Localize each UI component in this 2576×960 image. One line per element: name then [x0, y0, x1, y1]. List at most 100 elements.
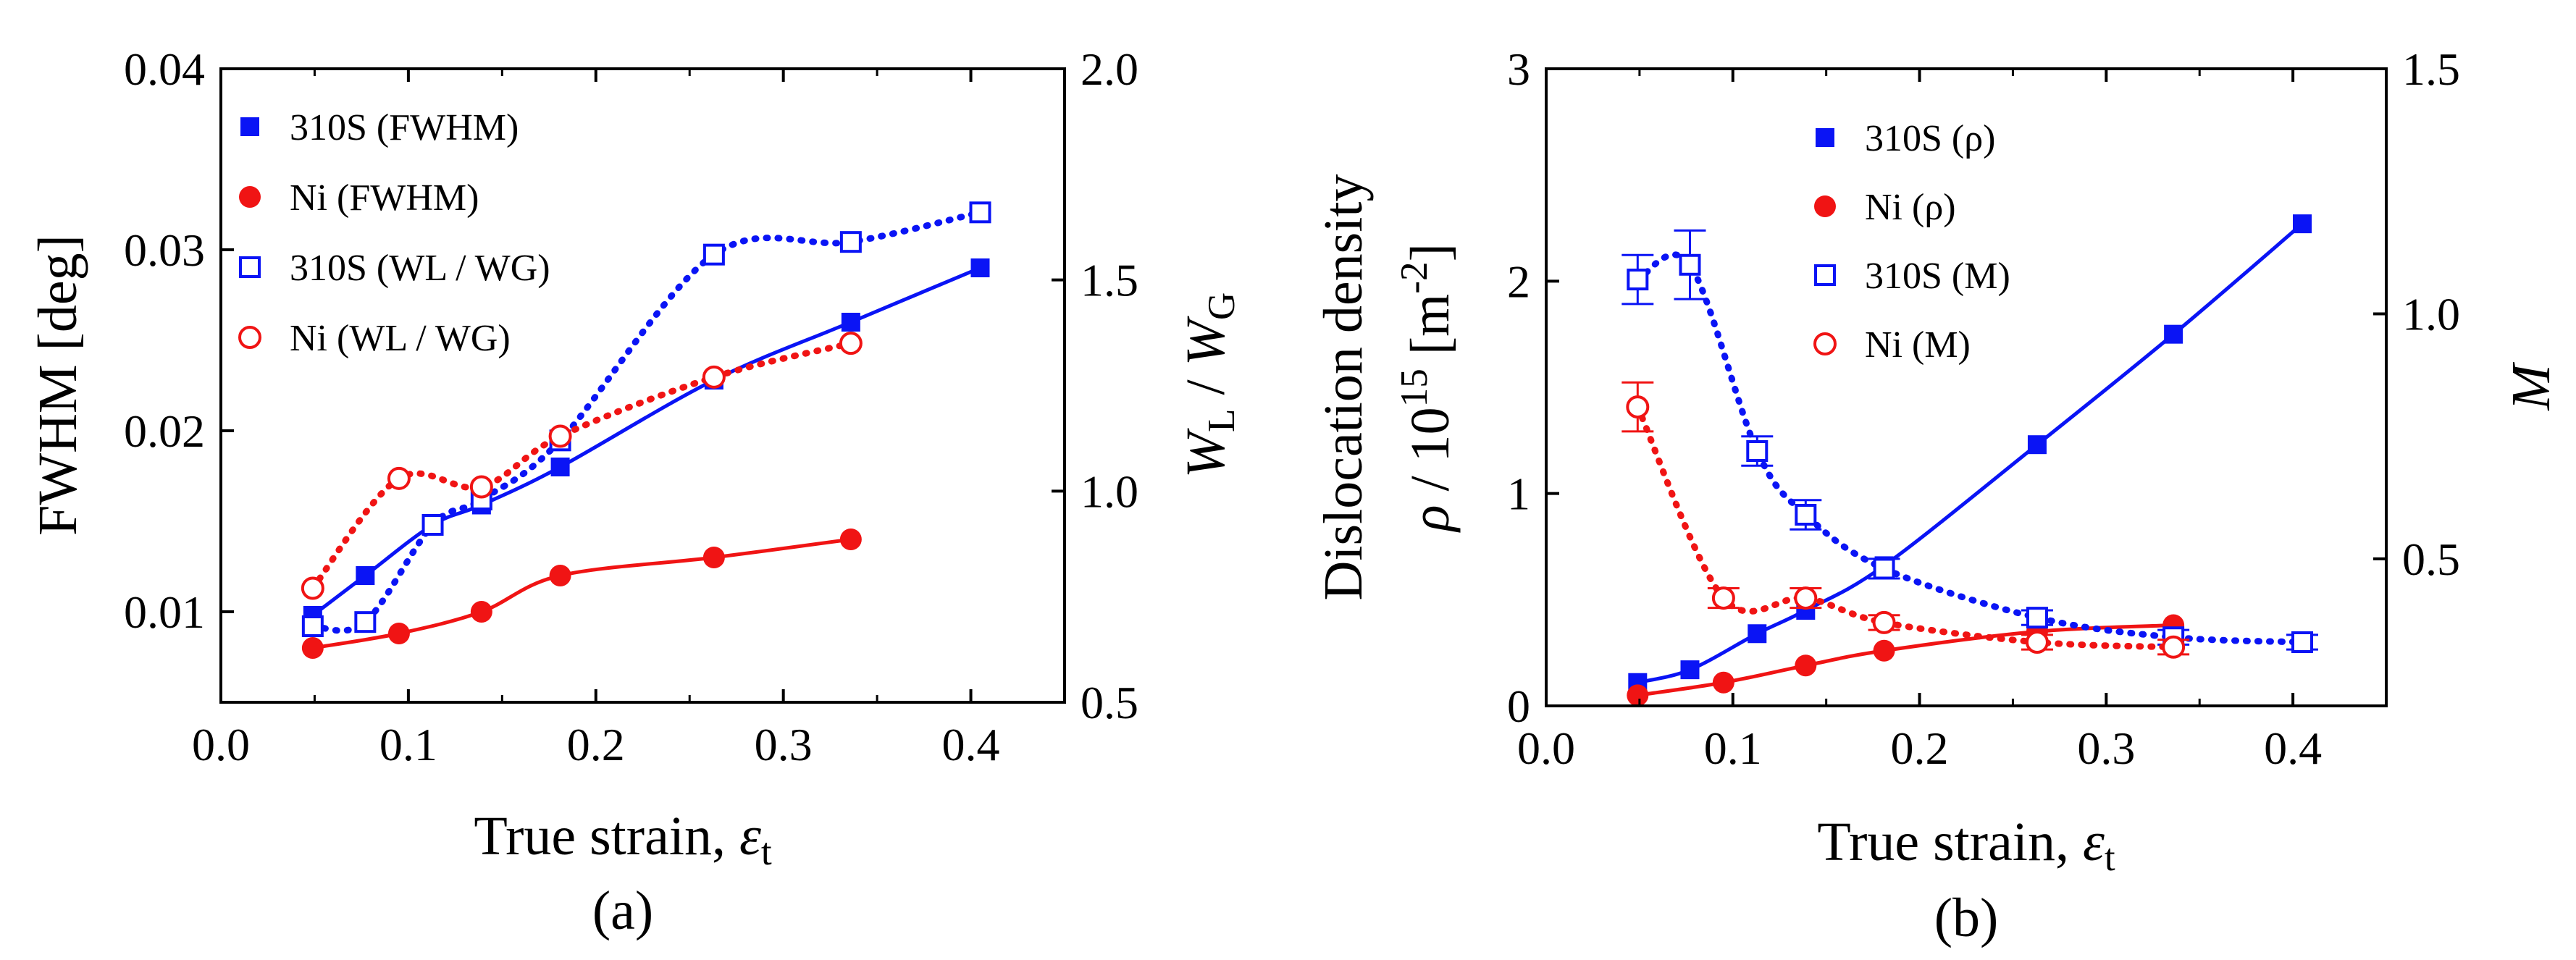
panel-b-xtick-label: 0.2 [1891, 723, 1949, 774]
panel-b-series-0-point [2164, 324, 2183, 344]
panel-a-series-2-point [839, 231, 862, 253]
panel-b-series-3-point [1794, 586, 1818, 610]
panel-a-legend-marker-3 [238, 326, 261, 349]
panel-b-xtick-label: 0.1 [1704, 723, 1762, 774]
panel-a-ytick-label: 0.01 [124, 586, 205, 638]
panel-b-series-2-point [1795, 504, 1817, 526]
panel-a-xtick-label: 0.4 [942, 719, 1000, 770]
panel-a-series-3-point [301, 576, 324, 600]
panel-b-ytick-label: 3 [1507, 43, 1530, 95]
panel-a-marks [301, 201, 991, 659]
panel-b: 0.0 0.1 0.2 0.3 0.4 0 1 2 3 0.5 1.0 1.5 310S (ρ) Ni … [1313, 43, 2562, 948]
panel-a-xtick-label: 0.2 [567, 719, 625, 770]
panel-b-y2label: M [2501, 362, 2562, 411]
panel-b-legend-label-0: 310S (ρ) [1865, 118, 1996, 159]
panel-a-legend-marker-1 [239, 186, 261, 208]
panel-b-legend-marker-3 [1813, 332, 1837, 355]
panel-a-series-1-point [702, 547, 725, 568]
panel-b-y2tick-label: 1.0 [2402, 288, 2460, 340]
panel-a-series-1-point [387, 623, 410, 644]
panel-a-legend-label-1: Ni (FWHM) [290, 177, 479, 219]
panel-b-xtick-label: 0.0 [1517, 723, 1575, 774]
panel-b-series-3-point [2025, 631, 2049, 654]
panel-b-series-2-point [1746, 440, 1769, 462]
panel-a-xlabel: True strain, εt [474, 806, 772, 873]
panel-a-series-1-point [301, 637, 324, 659]
panel-a-series-3-point [469, 475, 493, 499]
panel-a-ylabel: FWHM [deg] [28, 235, 88, 536]
panel-a-series-2-point [421, 514, 444, 536]
panel-a: 0.0 0.1 0.2 0.3 0.4 0.01 0.02 0.03 0.04 0.5 1.0 1.5… [28, 43, 1243, 941]
panel-a-y2tick-label: 0.5 [1081, 677, 1138, 728]
panel-b-marks [1621, 214, 2318, 707]
panel-b-ytick-label: 0 [1507, 681, 1530, 732]
panel-a-xtick-label: 0.0 [192, 719, 250, 770]
panel-a-series-3-point [702, 365, 726, 389]
panel-a-ytick-label: 0.03 [124, 224, 205, 276]
panel-a-legend: 310S (FWHM) Ni (FWHM) 310S (WL / WG) Ni (WL… [238, 107, 550, 359]
panel-a-y2tick-label: 2.0 [1081, 43, 1138, 95]
panel-b-ylabel: Dislocation density [1313, 174, 1374, 601]
panel-a-series-1-point [549, 565, 571, 586]
panel-b-xlabel: True strain, εt [1817, 812, 2115, 879]
panel-a-series-0-point [841, 313, 860, 332]
panel-a-y2tick-label: 1.0 [1081, 466, 1138, 517]
panel-b-plot-frame [1545, 67, 2388, 707]
panel-b-legend-marker-0 [1816, 128, 1834, 147]
panel-b-ytick-label: 2 [1507, 256, 1530, 307]
panel-a-series-1-point [470, 601, 492, 623]
panel-b-xtick-label: 0.4 [2264, 723, 2322, 774]
panel-a-series-2-point [354, 611, 377, 633]
panel-b-series-1-point [1627, 684, 1649, 707]
panel-a-series-3-point [387, 466, 411, 490]
panel-b-series-3-point [1626, 395, 1650, 419]
panel-b-series-0-point [2027, 435, 2047, 455]
panel-b-series-2-point [2291, 631, 2313, 653]
panel-a-series-1-point [839, 529, 862, 550]
panel-a-series-2-point [702, 243, 725, 266]
panel-a-series-0-point [550, 458, 570, 476]
panel-b-series-2-point [1873, 557, 1895, 580]
panel-a-series-2-point [969, 201, 991, 224]
panel-b-label: (b) [1934, 888, 1999, 948]
panel-b-series-2-point [1679, 253, 1701, 276]
panel-a-y2label: WL / WG [1175, 292, 1243, 479]
panel-a-ytick-label: 0.04 [124, 43, 205, 95]
panel-b-ticks: 0.0 0.1 0.2 0.3 0.4 0 1 2 3 0.5 1.0 1.5 [1507, 43, 2460, 774]
panel-a-legend-label-0: 310S (FWHM) [290, 107, 519, 148]
panel-b-legend-marker-1 [1814, 195, 1836, 217]
panel-b-legend: 310S (ρ) Ni (ρ) 310S (M) Ni (M) [1813, 118, 2010, 366]
panel-a-xtick-label: 0.1 [379, 719, 437, 770]
panel-a-ticks: 0.0 0.1 0.2 0.3 0.4 0.01 0.02 0.03 0.04 0.5 1.0 1.5… [124, 43, 1138, 770]
panel-b-ylabel-2: ρ / 1015 [m-2] [1393, 243, 1461, 533]
panel-b-series-1-point [1712, 671, 1734, 694]
panel-a-series-3-line [309, 340, 855, 591]
panel-a-series-0-point [356, 566, 375, 585]
panel-b-y2tick-label: 0.5 [2402, 534, 2460, 585]
panel-b-series-0-point [2293, 214, 2312, 234]
panel-b-series-1-point [1795, 654, 1817, 677]
panel-a-label: (a) [592, 880, 653, 941]
panel-b-ytick-label: 1 [1507, 468, 1530, 520]
panel-a-legend-label-3: Ni (WL / WG) [290, 318, 511, 359]
panel-a-legend-marker-2 [239, 256, 261, 278]
panel-a-legend-label-2: 310S (WL / WG) [290, 248, 550, 289]
panel-a-y2tick-label: 1.5 [1081, 255, 1138, 306]
panel-a-ytick-label: 0.02 [124, 405, 205, 457]
panel-a-series-2-point [301, 615, 324, 637]
panel-b-series-3-point [2162, 635, 2186, 659]
panel-b-legend-label-2: 310S (M) [1865, 256, 2010, 297]
panel-a-xtick-label: 0.3 [755, 719, 813, 770]
panel-b-legend-label-3: Ni (M) [1865, 324, 1971, 366]
panel-b-series-3-point [1711, 586, 1735, 610]
panel-a-plot-frame [219, 67, 1066, 704]
panel-b-xtick-label: 0.3 [2077, 723, 2135, 774]
panel-b-series-3-point [1872, 610, 1896, 634]
panel-b-series-0-point [1680, 660, 1700, 680]
panel-b-series-1-point [1873, 639, 1895, 662]
panel-b-series-0-point [1748, 624, 1767, 644]
panel-a-legend-marker-0 [240, 117, 259, 136]
panel-a-series-0-point [970, 258, 990, 277]
panel-b-series-3-line [1634, 403, 2177, 651]
